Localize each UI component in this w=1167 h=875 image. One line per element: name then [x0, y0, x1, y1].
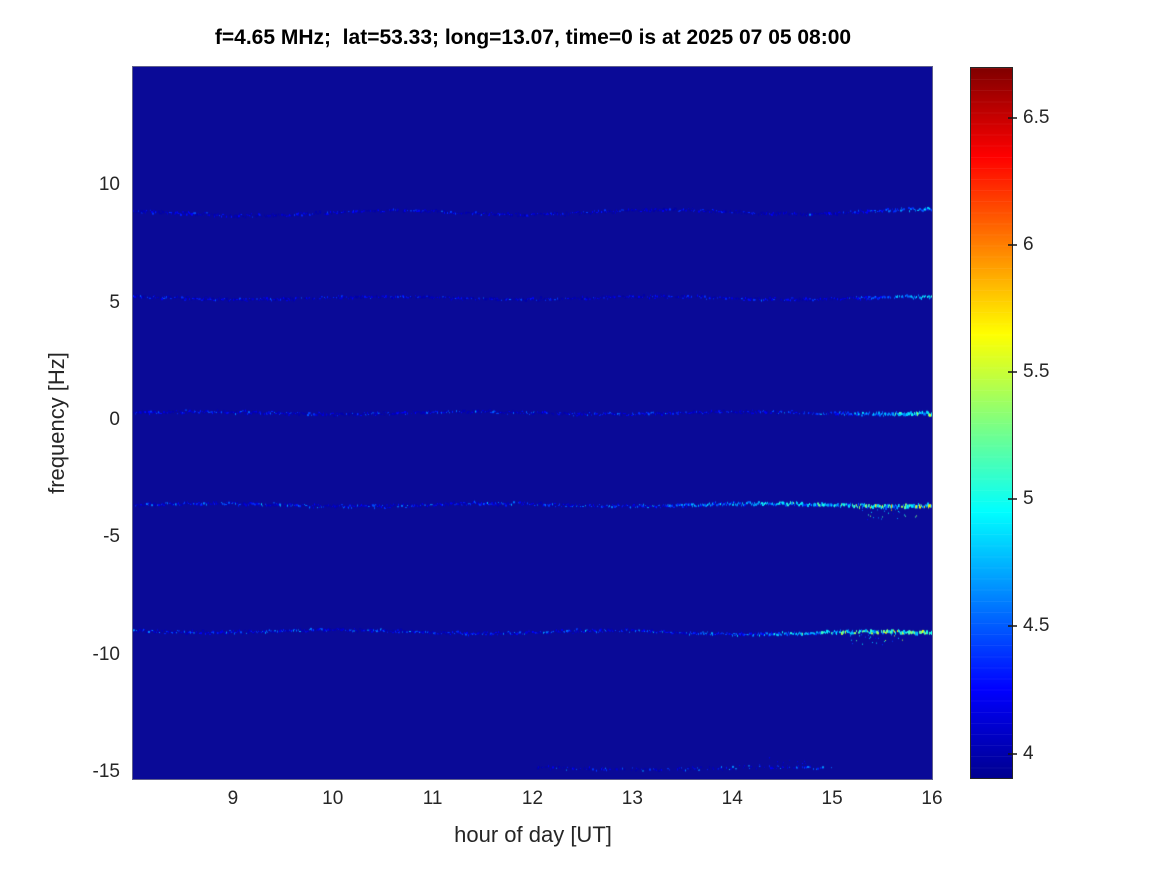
colorbar-tick-label-5: 5 [1023, 488, 1034, 510]
colorbar-tick-label-5.5: 5.5 [1023, 361, 1050, 383]
colorbar-tick-mark-6 [1008, 244, 1017, 246]
spectrogram-canvas [133, 67, 932, 779]
colorbar-tick-mark-5 [1008, 498, 1017, 501]
y-tick-label--5: -5 [103, 526, 120, 548]
x-axis-label: hour of day [UT] [454, 822, 612, 847]
spectrogram-plot-area [132, 66, 933, 780]
colorbar-tick-mark-6.5 [1008, 116, 1017, 119]
figure-title: f=4.65 MHz; lat=53.33; long=13.07, time=… [214, 26, 852, 49]
x-tick-label-14: 14 [721, 788, 743, 809]
x-tick-label-12: 12 [521, 788, 544, 809]
colorbar-tick-label-6: 6 [1023, 234, 1034, 255]
colorbar-gradient [971, 68, 1012, 778]
colorbar-tick-label-4.5: 4.5 [1023, 615, 1050, 637]
colorbar-tick-label-6.5: 6.5 [1023, 106, 1050, 128]
colorbar-tick-label-4: 4 [1023, 742, 1034, 764]
x-tick-label-10: 10 [322, 788, 344, 809]
y-tick-label--10: -10 [92, 643, 120, 665]
y-tick-label-10: 10 [98, 174, 120, 196]
x-tick-label-9: 9 [227, 788, 239, 809]
colorbar-bands [971, 68, 1012, 778]
x-tick-label-13: 13 [621, 788, 643, 809]
x-tick-label-11: 11 [422, 788, 443, 809]
y-tick-label-0: 0 [109, 409, 120, 431]
colorbar-tick-mark-4 [1008, 752, 1017, 755]
x-tick-label-16: 16 [921, 788, 943, 809]
colorbar-tick-mark-5.5 [1008, 371, 1017, 374]
x-tick-label-15: 15 [821, 788, 843, 809]
y-tick-label-5: 5 [109, 291, 120, 313]
y-tick-label--15: -15 [92, 760, 120, 782]
colorbar-tick-mark-4.5 [1008, 625, 1017, 628]
colorbar [970, 67, 1013, 779]
